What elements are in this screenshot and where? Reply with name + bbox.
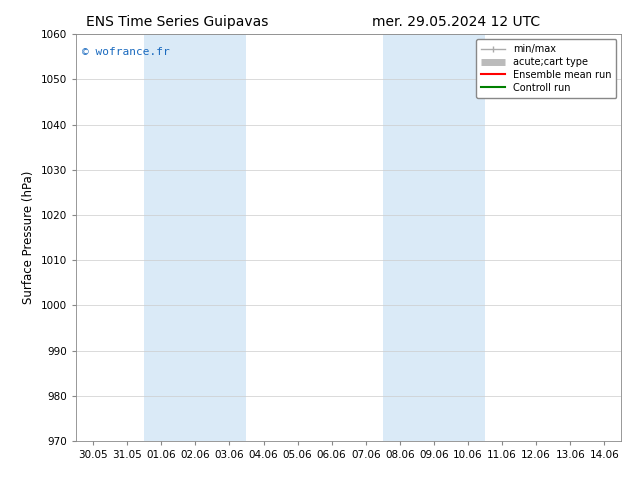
Legend: min/max, acute;cart type, Ensemble mean run, Controll run: min/max, acute;cart type, Ensemble mean … xyxy=(476,39,616,98)
Bar xyxy=(144,34,247,441)
Text: ENS Time Series Guipavas: ENS Time Series Guipavas xyxy=(86,15,269,29)
Text: mer. 29.05.2024 12 UTC: mer. 29.05.2024 12 UTC xyxy=(372,15,541,29)
Bar xyxy=(383,34,485,441)
Text: © wofrance.fr: © wofrance.fr xyxy=(82,47,169,56)
Y-axis label: Surface Pressure (hPa): Surface Pressure (hPa) xyxy=(22,171,36,304)
